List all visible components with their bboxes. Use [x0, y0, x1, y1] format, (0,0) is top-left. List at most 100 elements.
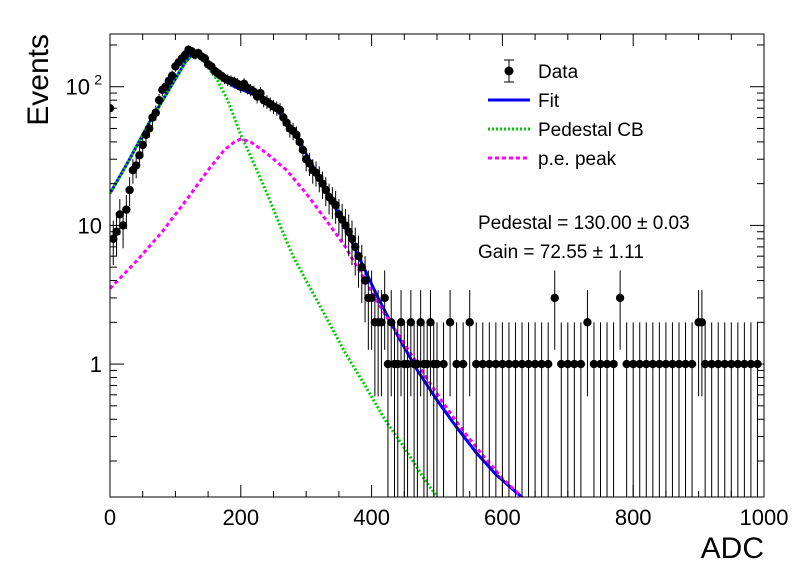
x-axis-title: ADC: [701, 532, 764, 565]
data-point: [472, 359, 481, 369]
data-point: [622, 359, 631, 369]
data-point: [517, 359, 527, 369]
y-tick-exponent: 2: [94, 72, 102, 88]
data-point: [700, 359, 710, 369]
data-point: [452, 359, 461, 369]
data-point: [321, 185, 331, 195]
series-p-e-peak: [110, 137, 524, 497]
data-point: [275, 105, 285, 115]
data-point: [131, 161, 141, 170]
data-point: [485, 359, 494, 369]
data-point: [583, 318, 592, 327]
legend-label: p.e. peak: [538, 149, 617, 170]
data-point: [498, 359, 507, 369]
data-point: [318, 179, 327, 188]
data-point: [151, 108, 160, 117]
data-point: [256, 88, 265, 98]
data-layer: [110, 45, 762, 497]
data-point: [413, 359, 422, 369]
data-point: [697, 318, 707, 327]
data-point: [537, 359, 546, 369]
data-point: [530, 359, 540, 369]
data-point: [360, 276, 370, 285]
data-point: [674, 359, 684, 369]
y-tick-label: 10: [78, 213, 102, 238]
data-point: [615, 293, 625, 303]
data-point: [648, 359, 658, 369]
data-point: [445, 318, 455, 327]
data-point: [383, 359, 393, 369]
data-point: [727, 359, 736, 369]
data-point: [406, 318, 416, 327]
data-point: [380, 293, 389, 303]
data-point: [458, 359, 468, 369]
data-point: [145, 124, 154, 133]
data-point: [357, 262, 366, 272]
legend-entry: Fit: [488, 91, 560, 112]
x-tick-label: 800: [615, 505, 652, 530]
data-point: [167, 71, 177, 80]
data-point: [596, 359, 605, 369]
data-point: [557, 359, 566, 369]
legend-entry: p.e. peak: [488, 149, 617, 170]
data-point: [661, 359, 671, 369]
data-point: [141, 130, 151, 140]
data-point: [341, 221, 350, 230]
legend-marker: [504, 66, 514, 76]
data-point: [550, 293, 559, 303]
data-point: [295, 137, 304, 147]
data-point: [543, 359, 553, 369]
data-point: [387, 318, 396, 327]
data-point: [687, 359, 697, 369]
data-point: [403, 359, 412, 369]
data-point: [115, 210, 125, 219]
legend-label: Pedestal CB: [538, 120, 644, 141]
data-point: [154, 95, 164, 105]
data-point: [305, 159, 314, 168]
data-point: [331, 200, 340, 210]
data-point: [465, 318, 474, 327]
legend-label: Data: [538, 62, 579, 83]
data-point: [511, 359, 520, 369]
x-tick-label: 1000: [740, 505, 789, 530]
fit-annotation: Pedestal = 130.00 ± 0.03 Gain = 72.55 ± 1…: [478, 213, 690, 263]
data-point: [714, 359, 723, 369]
y-tick-label: 10: [66, 75, 90, 100]
data-point: [635, 359, 644, 369]
data-point: [570, 359, 579, 369]
data-point: [135, 151, 144, 160]
data-point: [138, 140, 147, 150]
data-point: [478, 359, 487, 369]
data-point: [377, 318, 386, 327]
data-point: [122, 205, 131, 214]
data-point: [354, 251, 363, 261]
data-point: [432, 359, 442, 369]
y-tick-label: 1: [90, 352, 102, 377]
data-point: [589, 359, 599, 369]
x-tick-label: 200: [222, 505, 259, 530]
data-point: [393, 359, 402, 369]
data-point: [681, 359, 690, 369]
x-tick-label: 0: [104, 505, 116, 530]
data-point: [292, 130, 301, 140]
legend-entry: Data: [504, 59, 579, 83]
data-point: [602, 359, 612, 369]
data-point: [367, 293, 376, 303]
y-axis-title: Events: [22, 34, 55, 126]
data-point: [629, 359, 638, 369]
data-point: [576, 359, 586, 369]
data-point: [563, 359, 572, 369]
data-point: [439, 359, 448, 369]
data-point: [720, 359, 729, 369]
data-point: [733, 359, 743, 369]
data-point: [740, 359, 749, 369]
data-point: [396, 318, 406, 327]
annotation-text: Gain = 72.55 ± 1.11: [478, 242, 644, 263]
data-point: [416, 318, 425, 327]
legend-entry: Pedestal CB: [488, 120, 644, 141]
annotation-text: Pedestal = 130.00 ± 0.03: [478, 213, 690, 234]
x-tick-label: 400: [353, 505, 390, 530]
data-point: [422, 359, 432, 369]
